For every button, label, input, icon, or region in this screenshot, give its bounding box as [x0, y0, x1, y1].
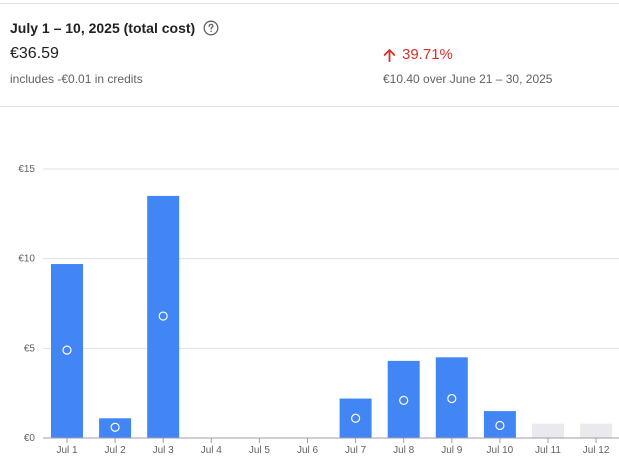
y-tick-label: €0	[24, 433, 36, 444]
x-tick-label: Jul 3	[153, 445, 175, 456]
bar-marker	[447, 393, 457, 404]
arrow-up-icon	[383, 48, 396, 62]
x-tick-label: Jul 11	[535, 445, 561, 456]
y-tick-label: €5	[24, 343, 36, 354]
total-cost-value: €36.59	[10, 45, 59, 62]
bar-marker	[351, 413, 361, 423]
change-percent: 39.71%	[402, 46, 453, 63]
x-tick-label: Jul 10	[487, 445, 514, 456]
help-circle-icon[interactable]	[203, 20, 219, 36]
period-title: July 1 – 10, 2025 (total cost)	[10, 20, 196, 36]
credits-note: includes -€0.01 in credits	[10, 72, 143, 86]
x-tick-label: Jul 9	[441, 445, 463, 456]
top-divider	[0, 3, 619, 4]
forecast-bar	[532, 423, 564, 438]
bar	[435, 357, 468, 438]
bar-marker	[399, 395, 409, 405]
bar	[99, 418, 132, 438]
x-tick-label: Jul 8	[393, 445, 415, 456]
x-tick-label: Jul 12	[583, 445, 610, 456]
x-tick-label: Jul 5	[249, 445, 271, 456]
bar-marker	[158, 311, 168, 321]
bar	[387, 360, 420, 438]
x-tick-label: Jul 7	[345, 445, 367, 456]
x-tick-label: Jul 1	[56, 445, 78, 456]
x-tick-label: Jul 2	[105, 445, 127, 456]
bar	[51, 264, 83, 438]
bar-marker	[110, 422, 120, 432]
bar	[339, 398, 372, 438]
daily-cost-bar-chart: €0 €5 €10 €15 Jul 1 Jul 2 Jul 3 Jul 4 Jul 5 Jul 6…	[18, 164, 619, 456]
x-tick-label: Jul 4	[201, 445, 223, 456]
comparison-note: €10.40 over June 21 – 30, 2025	[383, 72, 553, 86]
bar	[483, 411, 516, 438]
y-tick-label: €15	[18, 164, 35, 175]
bar-marker	[62, 345, 72, 355]
period-header: July 1 – 10, 2025 (total cost)	[10, 20, 219, 36]
cost-change: 39.71%	[383, 46, 453, 63]
section-divider	[0, 106, 619, 107]
forecast-bar	[580, 423, 613, 438]
bar	[147, 195, 180, 438]
bar-marker	[495, 420, 505, 431]
x-tick-label: Jul 6	[297, 445, 319, 456]
y-tick-label: €10	[18, 254, 35, 265]
